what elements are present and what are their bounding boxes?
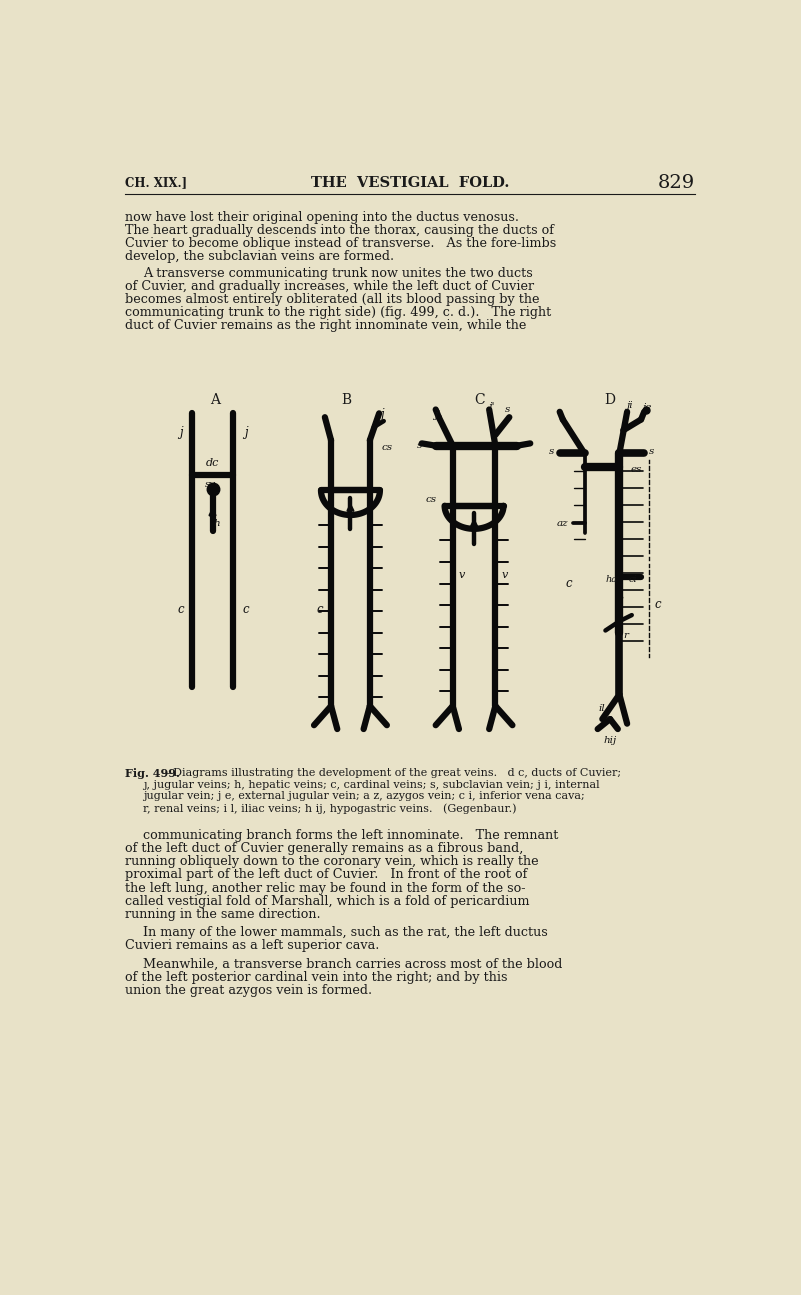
Text: c: c <box>317 603 324 616</box>
Text: c: c <box>566 578 572 591</box>
Text: develop, the subclavian veins are formed.: develop, the subclavian veins are formed… <box>125 250 394 263</box>
Text: v: v <box>501 570 508 580</box>
Text: ci: ci <box>629 575 638 584</box>
Text: running in the same direction.: running in the same direction. <box>125 908 320 921</box>
Text: CH. XIX.]: CH. XIX.] <box>125 176 187 189</box>
Text: now have lost their original opening into the ductus venosus.: now have lost their original opening int… <box>125 211 519 224</box>
Text: duct of Cuvier remains as the right innominate vein, while the: duct of Cuvier remains as the right inno… <box>125 320 526 333</box>
Text: communicating trunk to the right side) (fig. 499, c. d.).   The right: communicating trunk to the right side) (… <box>125 307 551 320</box>
Text: j: j <box>244 426 248 439</box>
Text: dc: dc <box>206 458 219 469</box>
Text: s: s <box>549 447 554 456</box>
Text: j': j' <box>434 411 441 420</box>
Text: v: v <box>459 570 465 580</box>
Text: es: es <box>630 465 642 474</box>
Text: of Cuvier, and gradually increases, while the left duct of Cuvier: of Cuvier, and gradually increases, whil… <box>125 280 534 293</box>
Text: s: s <box>505 405 510 414</box>
Text: hij: hij <box>603 736 617 745</box>
Text: c: c <box>177 603 184 616</box>
Text: 829: 829 <box>658 174 695 192</box>
Text: C: C <box>474 394 485 407</box>
Text: union the great azygos vein is formed.: union the great azygos vein is formed. <box>125 984 372 997</box>
Text: ji: ji <box>627 401 634 411</box>
Text: The heart gradually descends into the thorax, causing the ducts of: The heart gradually descends into the th… <box>125 224 554 237</box>
Text: —Diagrams illustrating the development of the great veins.   d c, ducts of Cuvie: —Diagrams illustrating the development o… <box>162 768 622 778</box>
Text: running obliquely down to the coronary vein, which is really the: running obliquely down to the coronary v… <box>125 855 538 869</box>
Text: cs: cs <box>381 443 392 452</box>
Text: ȷ, jugular veins; h, hepatic veins; c, cardinal veins; s, subclavian vein; j i, : ȷ, jugular veins; h, hepatic veins; c, c… <box>143 780 599 790</box>
Text: the left lung, another relic may be found in the form of the so-: the left lung, another relic may be foun… <box>125 882 525 895</box>
Text: az: az <box>557 519 569 528</box>
Text: c: c <box>243 603 249 616</box>
Text: of the left duct of Cuvier generally remains as a fibrous band,: of the left duct of Cuvier generally rem… <box>125 842 523 855</box>
Text: B: B <box>341 394 352 407</box>
Text: communicating branch forms the left innominate.   The remnant: communicating branch forms the left inno… <box>143 829 558 842</box>
Text: A transverse communicating trunk now unites the two ducts: A transverse communicating trunk now uni… <box>143 267 533 280</box>
Text: becomes almost entirely obliterated (all its blood passing by the: becomes almost entirely obliterated (all… <box>125 293 539 306</box>
Text: cs: cs <box>425 495 437 504</box>
Text: r: r <box>623 631 628 640</box>
Text: Meanwhile, a transverse branch carries across most of the blood: Meanwhile, a transverse branch carries a… <box>143 958 562 971</box>
Text: c: c <box>654 598 662 611</box>
Text: THE  VESTIGIAL  FOLD.: THE VESTIGIAL FOLD. <box>311 176 509 190</box>
Text: h: h <box>213 519 219 528</box>
Text: A: A <box>210 394 219 407</box>
Text: In many of the lower mammals, such as the rat, the left ductus: In many of the lower mammals, such as th… <box>143 926 548 939</box>
Text: il: il <box>599 703 606 712</box>
Text: D: D <box>605 394 616 407</box>
Text: jugular vein; j e, external jugular vein; a z, azygos vein; c i, inferior vena c: jugular vein; j e, external jugular vein… <box>143 791 585 802</box>
Text: of the left posterior cardinal vein into the right; and by this: of the left posterior cardinal vein into… <box>125 971 507 984</box>
Text: called vestigial fold of Marshall, which is a fold of pericardium: called vestigial fold of Marshall, which… <box>125 895 529 908</box>
Text: sv: sv <box>205 479 216 488</box>
Text: r, renal veins; i l, iliac veins; h ij, hypogastric veins.   (Gegenbaur.): r, renal veins; i l, iliac veins; h ij, … <box>143 803 517 813</box>
Text: Cuvier to become oblique instead of transverse.   As the fore-limbs: Cuvier to become oblique instead of tran… <box>125 237 556 250</box>
Text: s: s <box>650 447 654 456</box>
Text: Fig. 499.: Fig. 499. <box>125 768 179 780</box>
Text: je: je <box>642 404 652 413</box>
Text: Cuvieri remains as a left superior cava.: Cuvieri remains as a left superior cava. <box>125 939 380 952</box>
Text: j: j <box>179 426 183 439</box>
Text: s: s <box>417 442 422 451</box>
Text: j': j' <box>489 403 495 412</box>
Text: j: j <box>380 408 384 421</box>
Text: ha: ha <box>606 575 618 584</box>
Text: proximal part of the left duct of Cuvier.   In front of the root of: proximal part of the left duct of Cuvier… <box>125 869 527 882</box>
